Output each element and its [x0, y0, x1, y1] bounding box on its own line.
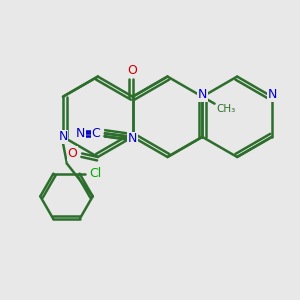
Text: C: C — [92, 127, 100, 140]
Text: CH₃: CH₃ — [216, 104, 236, 114]
Text: O: O — [128, 64, 138, 77]
Text: N: N — [128, 132, 137, 145]
Text: N: N — [58, 130, 68, 143]
Text: N: N — [76, 127, 85, 140]
Text: Cl: Cl — [89, 167, 101, 180]
Text: O: O — [68, 147, 77, 160]
Text: N: N — [267, 88, 277, 101]
Text: N: N — [198, 88, 207, 101]
